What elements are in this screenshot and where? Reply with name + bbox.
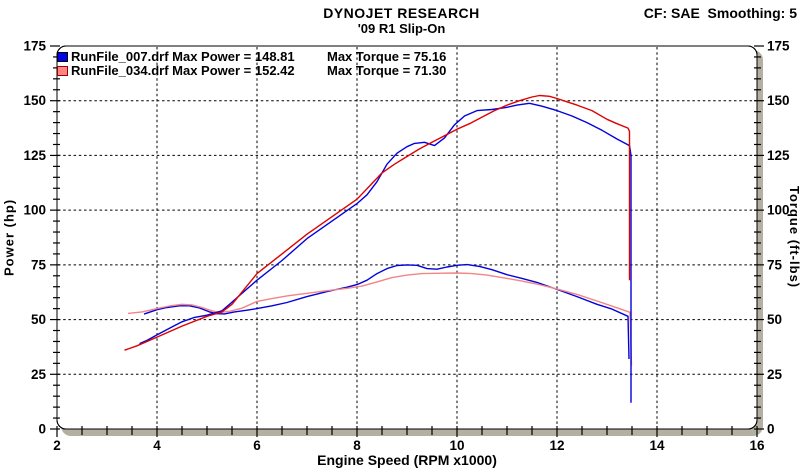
legend-row-runfile-007: RunFile_007.drf Max Power = 148.81 Max T… (57, 50, 446, 63)
rpm-tick-label: 14 (649, 438, 665, 453)
power-tick-label: 25 (31, 367, 47, 382)
torque-tick-label: 25 (767, 367, 783, 382)
torque-tick-label: 0 (767, 422, 775, 437)
power-tick-label: 175 (23, 39, 46, 54)
correction-smoothing-label: CF: SAE Smoothing: 5 (643, 5, 797, 21)
rpm-tick-label: 2 (53, 438, 61, 453)
power-tick-label: 0 (38, 422, 46, 437)
legend-swatch-red-icon (57, 65, 68, 76)
torque-tick-label: 150 (767, 93, 790, 108)
legend-file-power-label: RunFile_034.drf Max Power = 152.42 (71, 63, 295, 78)
torque-tick-label: 50 (767, 312, 782, 327)
power-tick-label: 100 (23, 203, 46, 218)
rpm-tick-label: 8 (353, 438, 361, 453)
torque-tick-label: 100 (767, 203, 790, 218)
rpm-tick-label: 12 (549, 438, 564, 453)
torque-tick-label: 75 (767, 257, 783, 272)
torque-axis-title: Torque (ft-lbs) (787, 186, 802, 289)
rpm-tick-label: 16 (749, 438, 765, 453)
legend-torque-label: Max Torque = 75.16 (327, 49, 447, 64)
rpm-tick-label: 4 (153, 438, 161, 453)
legend-row-runfile-034: RunFile_034.drf Max Power = 152.42 Max T… (57, 64, 446, 77)
power-tick-label: 75 (31, 257, 47, 272)
rpm-tick-label: 6 (253, 438, 261, 453)
power-tick-label: 125 (23, 148, 46, 163)
legend-swatch-blue-icon (57, 51, 68, 62)
rpm-tick-label: 10 (449, 438, 464, 453)
rpm-axis-title: Engine Speed (RPM x1000) (317, 452, 497, 468)
legend: RunFile_007.drf Max Power = 148.81 Max T… (57, 50, 446, 77)
series-runfile-034-torque (127, 272, 633, 366)
plot-frame (56, 45, 758, 430)
torque-tick-label: 175 (767, 39, 790, 54)
legend-file-power-label: RunFile_007.drf Max Power = 148.81 (71, 49, 295, 64)
power-tick-label: 150 (23, 93, 46, 108)
page-subtitle: '09 R1 Slip-On (357, 21, 446, 36)
page-title: DYNOJET RESEARCH (323, 5, 480, 21)
series-runfile-034-power (124, 94, 631, 351)
torque-tick-label: 125 (767, 148, 790, 163)
series-runfile-007-power (139, 102, 632, 403)
power-tick-label: 50 (31, 312, 46, 327)
legend-torque-label: Max Torque = 71.30 (327, 63, 447, 78)
